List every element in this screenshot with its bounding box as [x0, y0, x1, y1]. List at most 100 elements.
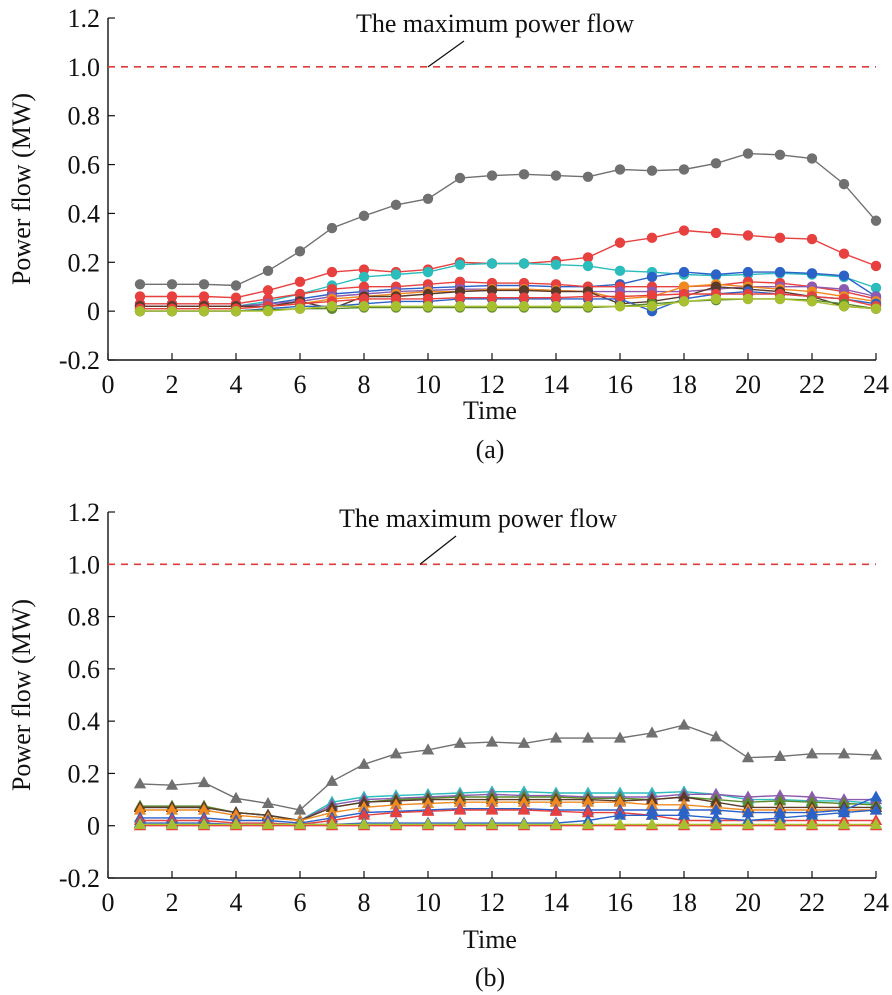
data-point [358, 264, 370, 275]
data-point [518, 301, 530, 312]
x-tick-label: 2 [166, 888, 179, 917]
data-point [134, 291, 146, 302]
x-tick-label: 12 [479, 888, 505, 917]
x-tick-label: 16 [607, 370, 633, 399]
data-point [838, 248, 850, 259]
data-point [486, 285, 498, 296]
x-tick-label: 10 [415, 888, 441, 917]
data-point [742, 148, 754, 159]
data-point [133, 817, 147, 829]
x-tick-label: 6 [294, 888, 307, 917]
data-point [485, 817, 499, 829]
data-point [422, 301, 434, 312]
series-a-7 [134, 279, 882, 314]
data-point [549, 731, 563, 743]
y-axis-label: Power flow (MW) [7, 599, 36, 791]
data-point [486, 292, 498, 303]
data-point [454, 276, 466, 288]
data-point [390, 269, 402, 280]
data-point [294, 303, 306, 314]
data-point [421, 804, 435, 816]
data-point [165, 778, 179, 790]
data-point [614, 164, 626, 175]
y-tick-label: -0.2 [59, 864, 100, 893]
data-point [166, 291, 178, 302]
series-line [140, 796, 876, 822]
data-point [870, 282, 882, 294]
data-point [742, 293, 754, 305]
data-point [357, 817, 371, 829]
series-a-1 [134, 148, 882, 291]
data-point [518, 258, 530, 269]
data-point [421, 743, 435, 755]
data-point [614, 301, 626, 312]
data-point [870, 303, 882, 314]
data-point [710, 158, 722, 169]
data-point [389, 806, 403, 818]
data-point [709, 730, 723, 742]
data-point [294, 246, 306, 257]
data-point [421, 817, 435, 829]
series-line [140, 801, 876, 822]
data-point [134, 279, 146, 290]
data-point [806, 153, 818, 164]
x-tick-label: 22 [799, 888, 825, 917]
data-point [646, 232, 658, 244]
series-line [140, 281, 877, 305]
series-b-11 [133, 817, 883, 829]
data-point [422, 293, 434, 305]
data-point [774, 266, 786, 278]
data-point [645, 808, 659, 820]
data-point [646, 165, 658, 176]
data-point [453, 817, 467, 829]
data-point [389, 798, 403, 810]
data-point [773, 817, 787, 829]
data-point [133, 777, 147, 789]
data-point [358, 281, 370, 292]
data-point [134, 305, 146, 317]
data-point [325, 817, 339, 829]
data-point [549, 804, 563, 816]
data-point [262, 285, 274, 296]
data-point [582, 171, 594, 182]
x-tick-label: 8 [358, 370, 371, 399]
data-point [582, 291, 594, 302]
data-point [198, 305, 210, 317]
data-point [326, 301, 338, 312]
data-point [678, 296, 690, 307]
data-point [390, 301, 402, 312]
series-line [140, 262, 877, 307]
data-point [293, 803, 307, 815]
data-point [710, 269, 722, 280]
x-tick-label: 14 [543, 370, 569, 399]
data-point [742, 230, 754, 241]
data-point [773, 749, 787, 761]
data-point [869, 790, 883, 802]
data-point [197, 803, 211, 815]
data-point [454, 259, 466, 270]
data-point [838, 301, 850, 312]
data-point [613, 817, 627, 829]
data-point [261, 817, 275, 829]
x-tick-label: 22 [799, 370, 825, 399]
data-point [646, 301, 658, 312]
data-point [294, 288, 306, 300]
data-point [485, 735, 499, 747]
x-tick-label: 0 [102, 888, 115, 917]
data-point [805, 808, 819, 820]
data-point [165, 817, 179, 829]
data-point [486, 301, 498, 312]
data-point [678, 281, 690, 292]
chart-panel-a: (a) 0 2 4 6 8 10 12 14 16 18 20 22 24-0.200.20.40.60… [7, 4, 889, 464]
panel-b-caption: (b) [475, 963, 505, 992]
data-point [262, 265, 274, 277]
annotation-label: The maximum power flow [356, 9, 634, 38]
series-b-3 [133, 787, 883, 826]
data-point [742, 266, 754, 278]
series-line [140, 290, 877, 312]
data-point [774, 293, 786, 305]
series-line [140, 298, 877, 312]
data-point [326, 266, 338, 278]
x-axis-label: Time [463, 925, 517, 954]
data-point [805, 817, 819, 829]
